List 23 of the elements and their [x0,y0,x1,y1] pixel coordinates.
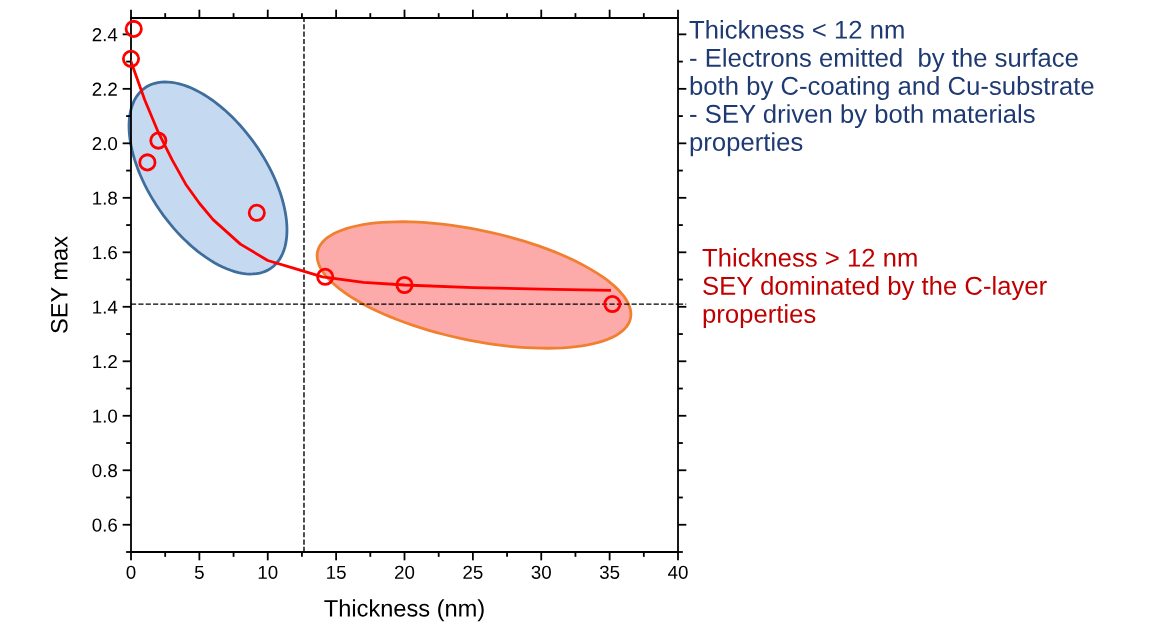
text: Thickness > 12 nm SEY dominated by the C-layer properties [702,248,1047,329]
x-tick-label: 15 [327,565,346,579]
x-tick-label: 10 [258,565,278,579]
x-tick-label: 40 [668,565,688,579]
y-axis-title: SEY max [50,236,68,333]
x-tick-label: 25 [463,565,483,579]
y-tick-label: 2.4 [92,28,118,42]
y-tick-label: 1.4 [93,300,118,314]
x-tick-label: 20 [395,565,415,579]
x-tick-label: 35 [599,565,620,579]
y-tick-label: 1.8 [93,191,117,205]
y-tick-label: 1.6 [93,246,117,260]
y-tick-label: 0.8 [92,463,117,478]
x-axis-title: Thickness (nm) [324,599,484,622]
y-tick-label: 0.6 [92,518,117,532]
x-tick-label: 30 [531,565,551,579]
y-tick-label: 2.2 [92,82,117,96]
text: Thickness < 12 nm - Electrons emitted by the surface both by C-coating and Cu-substrate - SEY driven by both materials properties [689,20,1094,157]
x-tick-label: 0 [126,565,136,579]
y-tick-label: 2.0 [92,137,118,151]
y-tick-label: 1.0 [93,409,118,423]
x-tick-label: 5 [194,565,204,579]
y-tick-label: 1.2 [93,354,117,369]
